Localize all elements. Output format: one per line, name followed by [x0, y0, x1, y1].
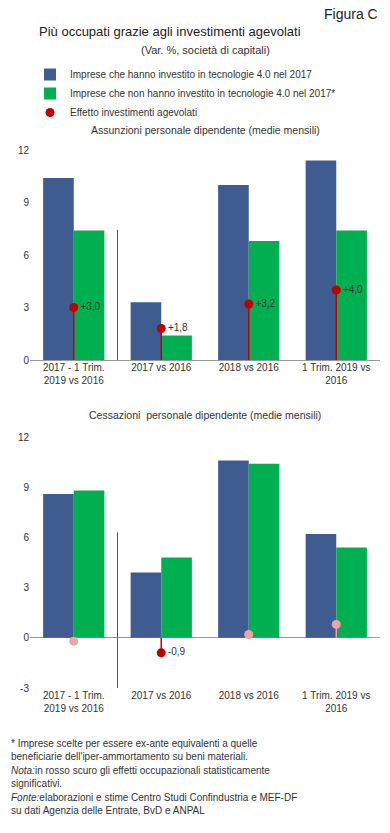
- svg-text:Cessazioni personale dipenden: Cessazioni personale dipendente (medie m…: [89, 409, 321, 421]
- svg-text:Imprese che hanno investito in: Imprese che hanno investito in tecnologi…: [70, 69, 312, 80]
- svg-text:12: 12: [18, 432, 30, 443]
- svg-text:3: 3: [23, 302, 29, 313]
- svg-text:Effetto investimenti agevolati: Effetto investimenti agevolati: [70, 107, 197, 118]
- svg-text:Figura C: Figura C: [324, 6, 378, 22]
- svg-text:Imprese che non hanno investit: Imprese che non hanno investito in tecno…: [70, 88, 335, 99]
- svg-text:+3,2: +3,2: [255, 298, 275, 309]
- svg-text:3: 3: [23, 582, 29, 593]
- svg-text:+1,8: +1,8: [168, 322, 188, 333]
- svg-text:Più occupati grazie agli inves: Più occupati grazie agli investimenti ag…: [39, 24, 301, 39]
- svg-text:Nota:in rosso scuro gli effett: Nota:in rosso scuro gli effetti occupazi…: [11, 765, 270, 789]
- svg-text:+3,0: +3,0: [80, 301, 100, 312]
- svg-text:-0,9: -0,9: [168, 646, 186, 657]
- svg-text:+4,0: +4,0: [343, 284, 363, 295]
- svg-text:Fonte:elaborazioni e stime Cen: Fonte:elaborazioni e stime Centro Studi …: [11, 792, 297, 816]
- svg-text:2018 vs 2016: 2018 vs 2016: [219, 362, 279, 373]
- svg-text:6: 6: [23, 250, 29, 261]
- svg-text:Assunzioni personale dipendent: Assunzioni personale dipendente (medie m…: [91, 124, 320, 136]
- svg-text:2017 vs 2016: 2017 vs 2016: [131, 690, 191, 701]
- svg-text:(Var. %, società di capitali): (Var. %, società di capitali): [141, 44, 270, 56]
- svg-text:1 Trim. 2019 vs2016: 1 Trim. 2019 vs2016: [302, 362, 370, 386]
- svg-text:* Imprese scelte per essere ex: * Imprese scelte per essere ex-ante equi…: [11, 738, 258, 762]
- svg-text:9: 9: [23, 482, 29, 493]
- svg-text:6: 6: [23, 532, 29, 543]
- svg-text:-3: -3: [20, 683, 29, 694]
- svg-text:0: 0: [23, 632, 29, 643]
- svg-text:1 Trim. 2019 vs2016: 1 Trim. 2019 vs2016: [302, 690, 370, 714]
- svg-text:2018 vs 2016: 2018 vs 2016: [219, 690, 279, 701]
- svg-text:2017 - 1 Trim.2019 vs 2016: 2017 - 1 Trim.2019 vs 2016: [43, 690, 105, 714]
- svg-text:0: 0: [23, 355, 29, 366]
- svg-text:12: 12: [18, 145, 30, 156]
- svg-text:2017 vs 2016: 2017 vs 2016: [131, 362, 191, 373]
- svg-text:9: 9: [23, 197, 29, 208]
- svg-text:2017 - 1 Trim.2019 vs 2016: 2017 - 1 Trim.2019 vs 2016: [43, 362, 105, 386]
